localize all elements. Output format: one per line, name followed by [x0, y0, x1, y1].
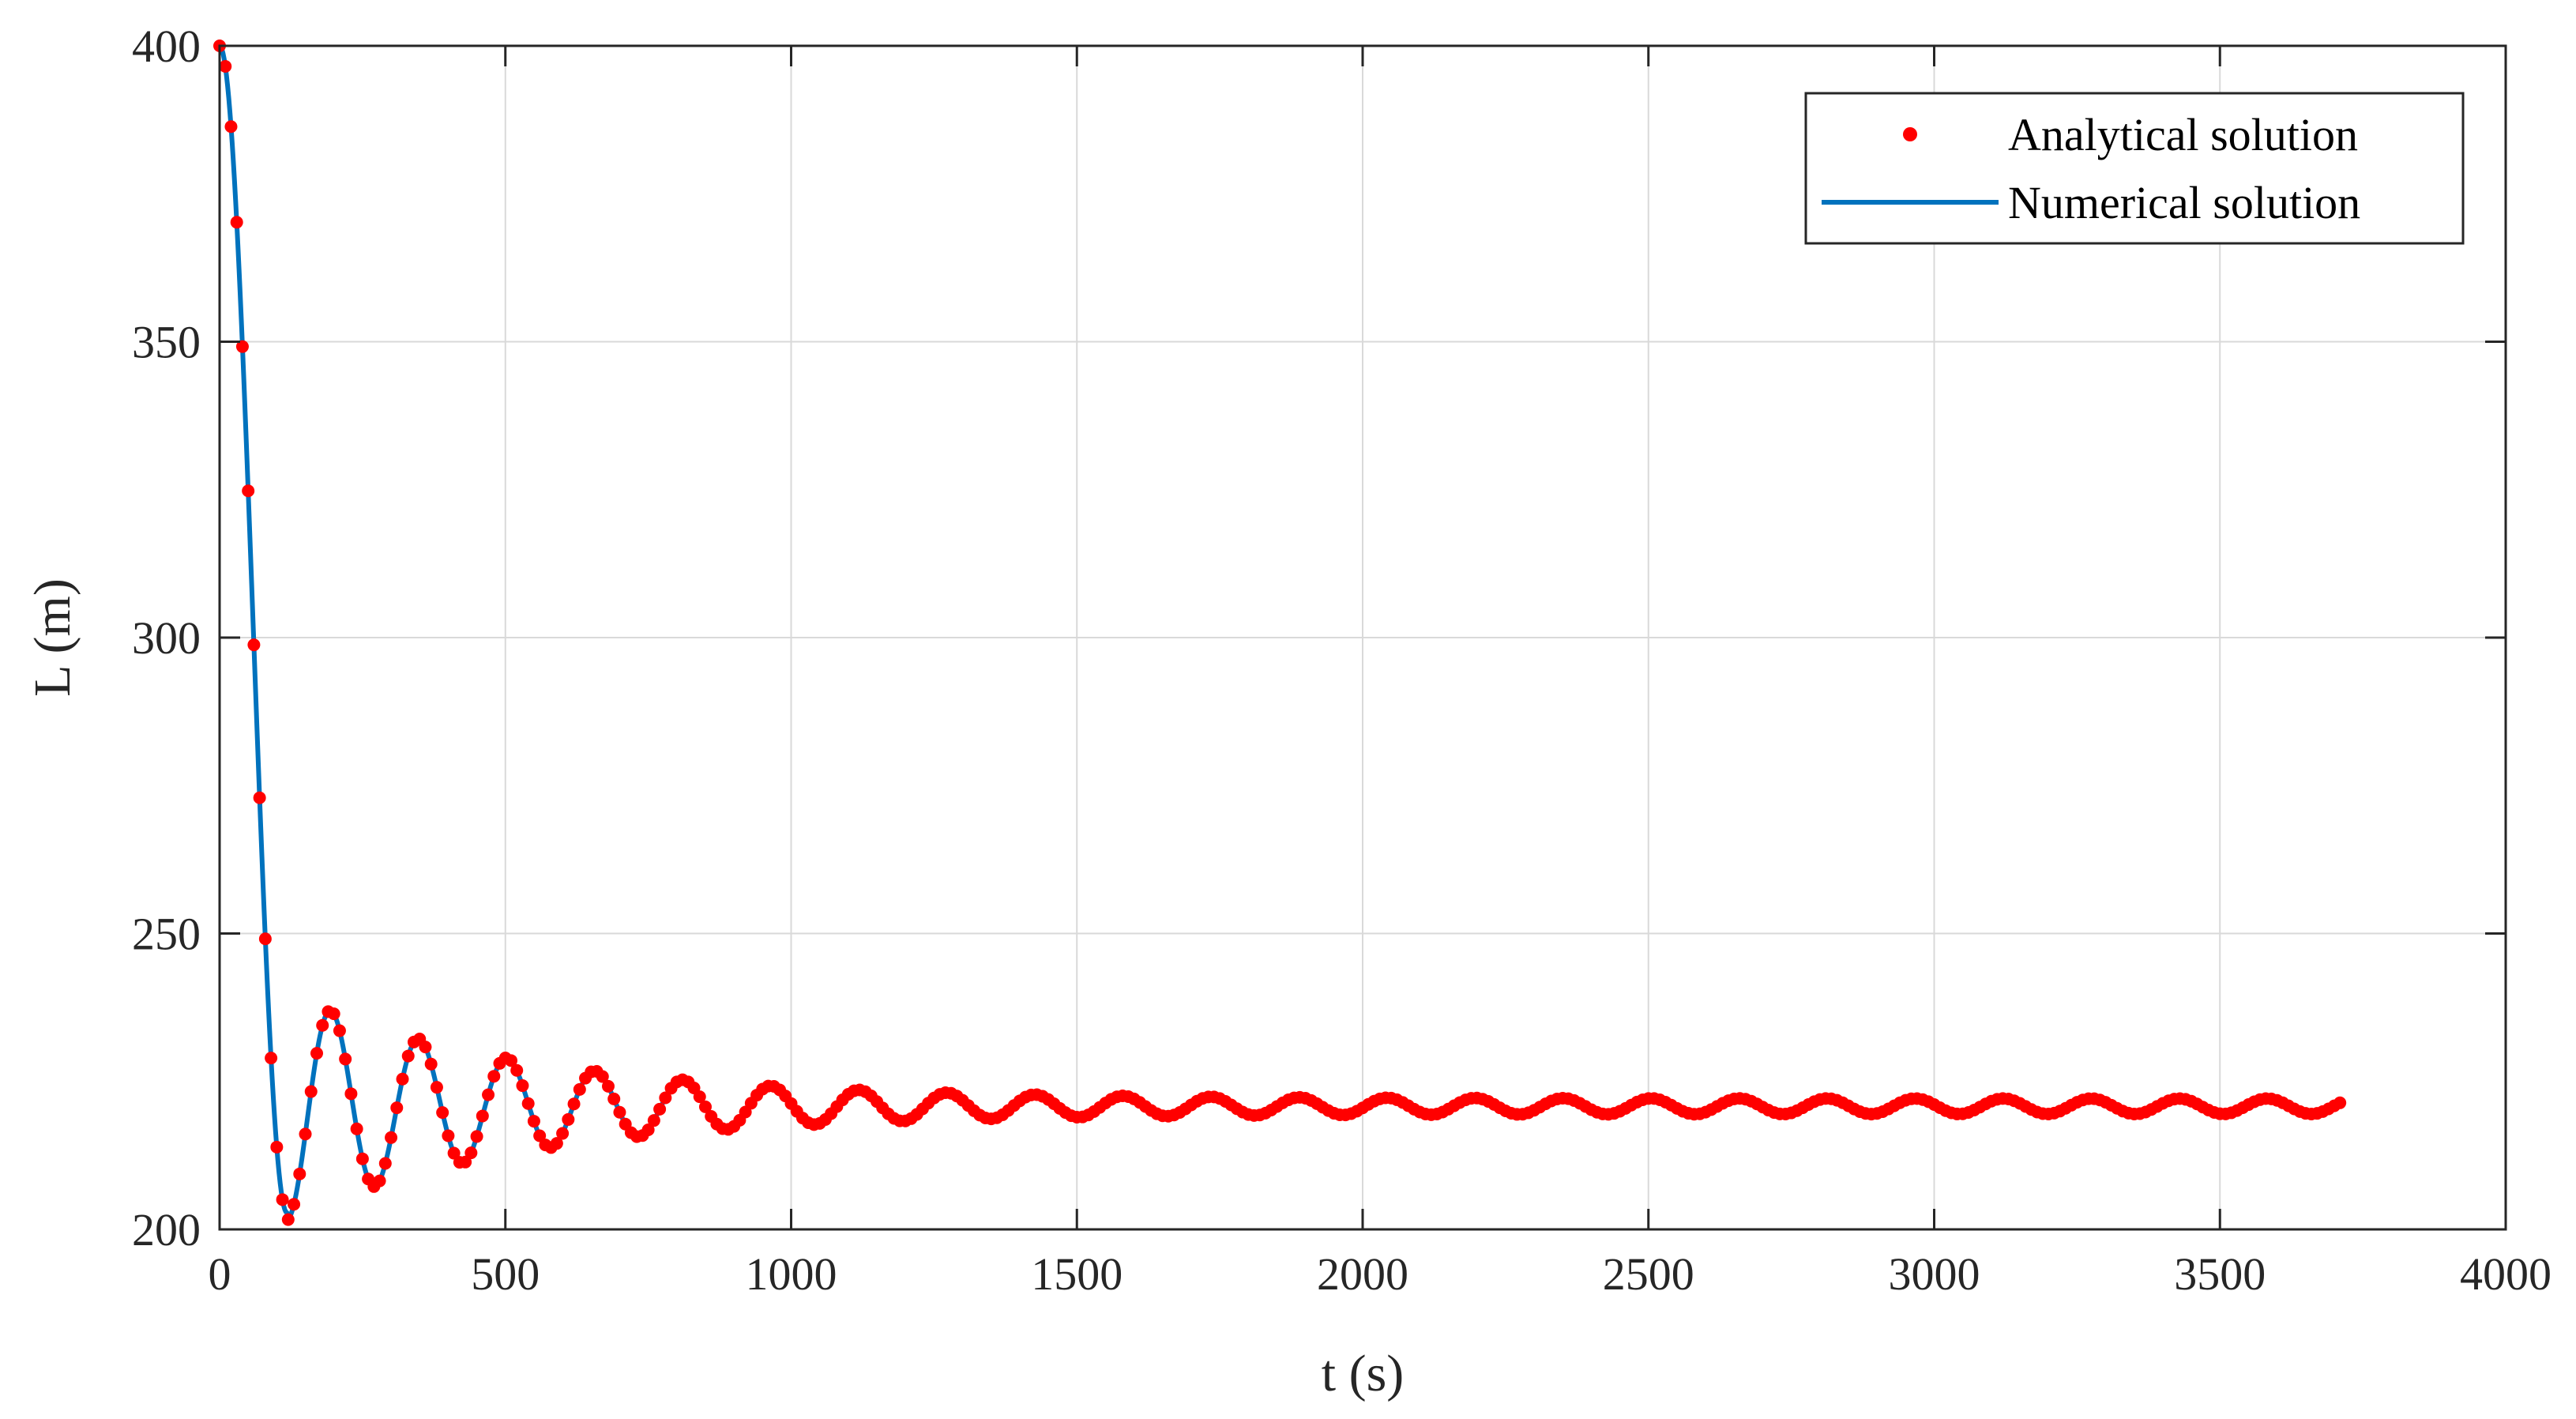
analytical-point-46 — [476, 1109, 489, 1123]
legend-box — [1804, 92, 2465, 245]
analytical-point-39 — [436, 1106, 449, 1120]
analytical-point-17 — [310, 1047, 323, 1060]
grid-lines — [220, 46, 2506, 1229]
analytical-point-1 — [219, 60, 232, 73]
analytical-point-3 — [230, 216, 243, 229]
analytical-point-47 — [482, 1088, 495, 1101]
x-tick-label-2: 1000 — [746, 1248, 837, 1300]
legend-marker-analytical — [1903, 127, 1917, 141]
analytical-point-5 — [242, 484, 255, 498]
analytical-point-60 — [556, 1127, 570, 1140]
analytical-point-52 — [510, 1063, 524, 1077]
analytical-point-51 — [504, 1054, 517, 1067]
analytical-point-32 — [396, 1072, 409, 1086]
x-tick-label-0: 0 — [209, 1248, 231, 1300]
tick-marks — [218, 44, 2507, 1231]
plot-area — [213, 40, 2507, 1231]
analytical-point-29 — [378, 1157, 392, 1170]
analytical-point-37 — [424, 1057, 438, 1071]
analytical-point-6 — [247, 638, 261, 652]
analytical-point-84 — [693, 1090, 706, 1104]
analytical-point-55 — [527, 1115, 540, 1128]
analytical-point-20 — [327, 1007, 340, 1021]
analytical-point-78 — [659, 1091, 672, 1105]
analytical-point-24 — [350, 1122, 363, 1135]
analytical-point-4 — [235, 340, 249, 353]
analytical-point-53 — [516, 1079, 529, 1093]
analytical-point-77 — [653, 1102, 667, 1116]
analytical-point-7 — [253, 791, 266, 804]
analytical-point-22 — [339, 1052, 352, 1066]
analytical-point-14 — [293, 1167, 306, 1180]
analytical-point-63 — [573, 1082, 586, 1096]
analytical-point-43 — [459, 1155, 472, 1169]
y-tick-label-2: 300 — [132, 612, 201, 664]
y-axis-label: L (m) — [24, 578, 81, 697]
legend-label-numerical: Numerical solution — [2008, 177, 2360, 228]
x-tick-label-3: 1500 — [1031, 1248, 1123, 1300]
y-tick-label-4: 400 — [132, 21, 201, 72]
analytical-point-13 — [288, 1198, 301, 1211]
x-tick-labels: 0 500 1000 1500 2000 2500 3000 3500 4000 — [209, 1248, 2552, 1300]
x-axis-label: t (s) — [1322, 1345, 1404, 1402]
analytical-solution-markers — [213, 40, 2347, 1226]
analytical-point-45 — [470, 1130, 483, 1143]
analytical-point-59 — [550, 1137, 563, 1150]
analytical-point-25 — [355, 1152, 369, 1165]
analytical-point-21 — [333, 1024, 346, 1037]
analytical-point-9 — [265, 1052, 278, 1065]
analytical-point-28 — [373, 1174, 386, 1188]
y-tick-label-3: 350 — [132, 317, 201, 368]
analytical-point-40 — [442, 1129, 455, 1142]
analytical-point-38 — [430, 1081, 443, 1094]
analytical-point-61 — [562, 1112, 575, 1126]
analytical-point-16 — [304, 1085, 318, 1098]
y-tick-labels: 200 250 300 350 400 — [132, 21, 201, 1255]
analytical-point-76 — [647, 1114, 660, 1127]
analytical-point-23 — [344, 1087, 358, 1101]
analytical-point-36 — [419, 1041, 432, 1054]
analytical-point-371 — [2333, 1096, 2347, 1109]
x-tick-label-6: 3000 — [1889, 1248, 1980, 1300]
y-tick-label-0: 200 — [132, 1204, 201, 1255]
x-tick-label-7: 3500 — [2174, 1248, 2266, 1300]
analytical-point-70 — [613, 1105, 626, 1119]
analytical-point-67 — [596, 1070, 609, 1083]
analytical-point-62 — [567, 1097, 581, 1111]
analytical-point-41 — [447, 1146, 461, 1160]
y-tick-label-1: 250 — [132, 909, 201, 960]
analytical-point-12 — [281, 1213, 295, 1226]
x-tick-label-4: 2000 — [1317, 1248, 1408, 1300]
x-tick-label-1: 500 — [471, 1248, 540, 1300]
analytical-point-85 — [698, 1100, 712, 1113]
analytical-point-15 — [299, 1127, 312, 1141]
analytical-point-10 — [270, 1140, 284, 1154]
analytical-point-54 — [521, 1097, 535, 1110]
series-layer — [213, 40, 2347, 1226]
analytical-point-11 — [276, 1193, 289, 1206]
legend-label-analytical: Analytical solution — [2008, 109, 2358, 160]
analytical-point-68 — [601, 1079, 615, 1093]
analytical-point-48 — [487, 1070, 501, 1083]
analytical-point-75 — [641, 1124, 655, 1136]
analytical-point-56 — [533, 1129, 547, 1142]
x-tick-label-5: 2500 — [1603, 1248, 1694, 1300]
analytical-point-44 — [464, 1146, 478, 1160]
analytical-point-30 — [385, 1131, 398, 1144]
analytical-point-2 — [224, 120, 238, 134]
analytical-point-8 — [258, 932, 272, 946]
analytical-point-33 — [401, 1049, 415, 1063]
legend: Analytical solution Numerical solution — [1804, 92, 2465, 245]
analytical-point-18 — [316, 1018, 329, 1032]
analytical-point-31 — [390, 1101, 404, 1115]
analytical-point-69 — [607, 1092, 621, 1105]
x-tick-label-8: 4000 — [2460, 1248, 2552, 1300]
